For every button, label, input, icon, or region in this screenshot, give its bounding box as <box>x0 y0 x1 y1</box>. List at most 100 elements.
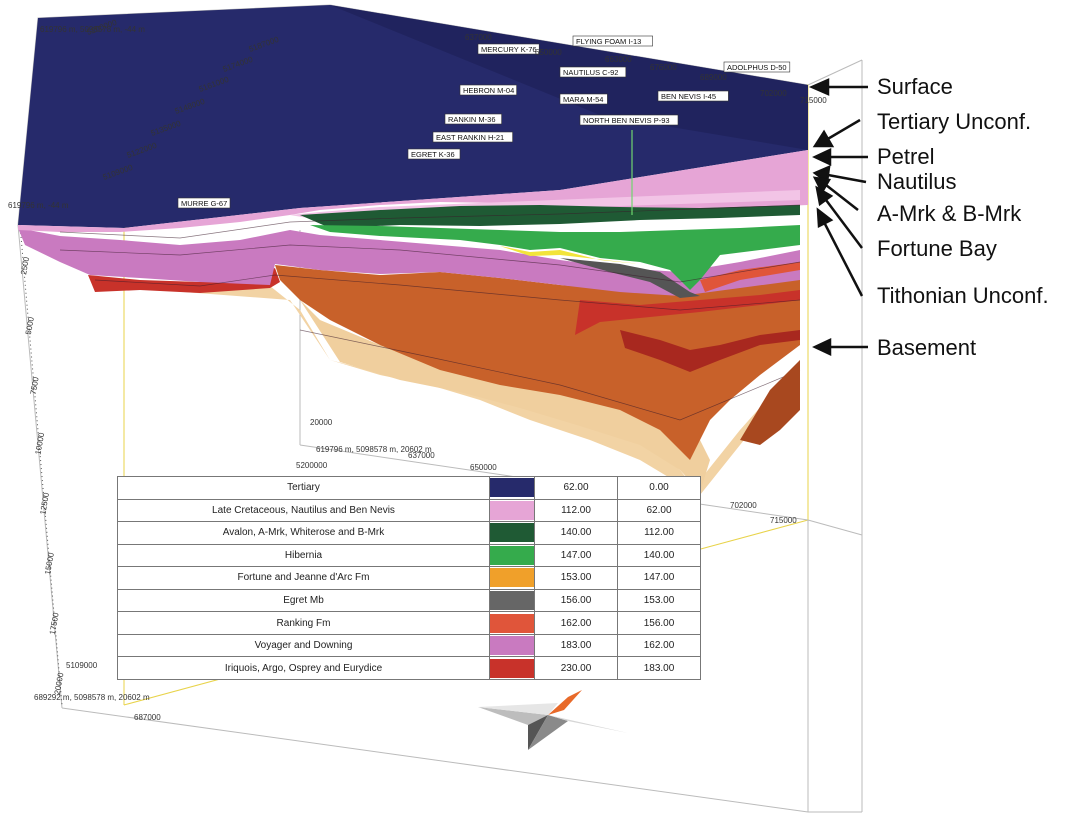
callout-surface: Surface <box>877 74 953 99</box>
well-name: MURRE G-67 <box>181 199 227 208</box>
legend-row: Fortune and Jeanne d'Arc Fm 153.00 147.00 <box>117 566 701 590</box>
corner-coordinate-label: 619796 m, 5098578 m, 20602 m <box>316 445 432 454</box>
legend-top-age: 112.00 <box>534 498 618 523</box>
legend-top-age: 162.00 <box>534 611 618 635</box>
legend-top-age: 147.00 <box>534 543 618 568</box>
avalon-layer <box>300 205 800 228</box>
depth-tick-label: 17500 <box>48 611 61 635</box>
easting-tick-label: 676000 <box>650 63 677 72</box>
ranking-layer <box>700 262 800 292</box>
callout-tertiary: Tertiary Unconf. <box>877 109 1032 134</box>
hibernia-layer <box>310 225 800 290</box>
basement-right-lobe <box>740 360 800 445</box>
well-label: RANKIN M-36 <box>444 113 502 125</box>
legend-top-age: 183.00 <box>534 633 618 658</box>
easting-tick-label: 650000 <box>535 48 562 57</box>
basement-layer <box>90 285 800 495</box>
easting-tick-label: 715000 <box>800 96 827 105</box>
depth-tick-label: 7500 <box>29 376 41 396</box>
legend-unit-name: Egret Mb <box>117 588 490 613</box>
legend-swatch <box>489 521 535 545</box>
base-tick-label: 702000 <box>730 501 757 510</box>
legend-base-age: 147.00 <box>617 566 701 590</box>
legend-row: Ranking Fm 162.00 156.00 <box>117 611 701 635</box>
legend-top-age: 140.00 <box>534 521 618 545</box>
base-tick-label: 20000 <box>310 418 333 427</box>
legend-swatch <box>489 566 535 590</box>
well-label: EGRET K-36 <box>407 148 461 160</box>
easting-tick-label: 689000 <box>700 73 727 82</box>
callout-nautilus: Nautilus <box>877 169 957 194</box>
legend-base-age: 156.00 <box>617 611 701 635</box>
well-name: EGRET K-36 <box>411 150 455 159</box>
legend-base-age: 112.00 <box>617 521 701 545</box>
well-name: RANKIN M-36 <box>448 115 496 124</box>
base-tick-label: 5109000 <box>66 661 98 670</box>
legend-top-age: 153.00 <box>534 566 618 590</box>
iroquois-layer <box>88 268 280 293</box>
well-labels: MERCURY K-76 FLYING FOAM I-13 NAUTILUS C-9… <box>177 35 791 209</box>
legend-base-age: 153.00 <box>617 588 701 613</box>
well-label: HEBRON M-04 <box>459 84 517 96</box>
depth-tick-label: 2500 <box>19 256 31 276</box>
callout-tithonian: Tithonian Unconf. <box>877 283 1049 308</box>
compass-icon <box>478 690 628 750</box>
legend-top-age: 62.00 <box>534 476 618 500</box>
legend-unit-name: Voyager and Downing <box>117 633 490 658</box>
stratigraphy-legend: Tertiary 62.00 0.00 Late Cretaceous, Nautil… <box>117 476 701 680</box>
legend-base-age: 0.00 <box>617 476 701 500</box>
legend-top-age: 156.00 <box>534 588 618 613</box>
well-name: MERCURY K-76 <box>481 45 537 54</box>
legend-base-age: 62.00 <box>617 498 701 523</box>
well-label: BEN NEVIS I-45 <box>657 90 729 102</box>
corner-coordinate-label: 619796 m, -44 m <box>8 201 69 210</box>
legend-row: Late Cretaceous, Nautilus and Ben Nevis 1… <box>117 498 701 523</box>
top-surface-shade <box>330 5 808 150</box>
well-name: EAST RANKIN H-21 <box>436 133 504 142</box>
legend-row: Egret Mb 156.00 153.00 <box>117 588 701 613</box>
easting-tick-label: 637000 <box>465 33 492 42</box>
depth-tick-label: 20000 <box>53 671 66 695</box>
legend-swatch <box>489 476 535 500</box>
legend-row: Tertiary 62.00 0.00 <box>117 476 701 500</box>
legend-base-age: 140.00 <box>617 543 701 568</box>
legend-swatch <box>489 498 535 523</box>
corner-coordinate-label: 689292 m, 5098578 m, 20602 m <box>34 693 150 702</box>
depth-axis-labels: 2500 5000 7500 10000 12500 15000 17500 20000 <box>19 256 65 696</box>
legend-unit-name: Tertiary <box>117 476 490 500</box>
late-cretaceous-layer <box>18 150 808 232</box>
well-label: FLYING FOAM I-13 <box>572 35 653 47</box>
well-name: MARA M-54 <box>563 95 603 104</box>
legend-swatch <box>489 588 535 613</box>
basement-lobe <box>300 300 710 492</box>
well-label: EAST RANKIN H-21 <box>432 131 513 143</box>
base-tick-label: 650000 <box>470 463 497 472</box>
callout-petrel: Petrel <box>877 144 935 169</box>
legend-row: Voyager and Downing 183.00 162.00 <box>117 633 701 658</box>
legend-base-age: 162.00 <box>617 633 701 658</box>
deep-red-layer <box>620 330 800 372</box>
base-tick-label: 5200000 <box>296 461 328 470</box>
callout-basement: Basement <box>877 335 977 360</box>
depth-tick-label: 5000 <box>24 316 36 336</box>
legend-base-age: 183.00 <box>617 656 701 680</box>
legend-top-age: 230.00 <box>534 656 618 680</box>
well-label: NAUTILUS C-92 <box>559 66 627 78</box>
legend-unit-name: Late Cretaceous, Nautilus and Ben Nevis <box>117 498 490 523</box>
well-name: ADOLPHUS D-50 <box>727 63 787 72</box>
legend-swatch <box>489 633 535 658</box>
depth-axis <box>19 224 63 706</box>
voyager-layer <box>18 228 800 296</box>
legend-unit-name: Hibernia <box>117 543 490 568</box>
well-name: FLYING FOAM I-13 <box>576 37 641 46</box>
base-tick-label: 687000 <box>134 713 161 722</box>
well-label: MERCURY K-76 <box>477 43 540 55</box>
legend-unit-name: Ranking Fm <box>117 611 490 635</box>
well-name: BEN NEVIS I-45 <box>661 92 716 101</box>
stratigraphic-column-front <box>18 150 808 495</box>
legend-unit-name: Iriquois, Argo, Osprey and Eurydice <box>117 656 490 680</box>
legend-swatch <box>489 656 535 680</box>
well-label: NORTH BEN NEVIS P-93 <box>579 114 679 126</box>
well-label: ADOLPHUS D-50 <box>723 61 791 73</box>
